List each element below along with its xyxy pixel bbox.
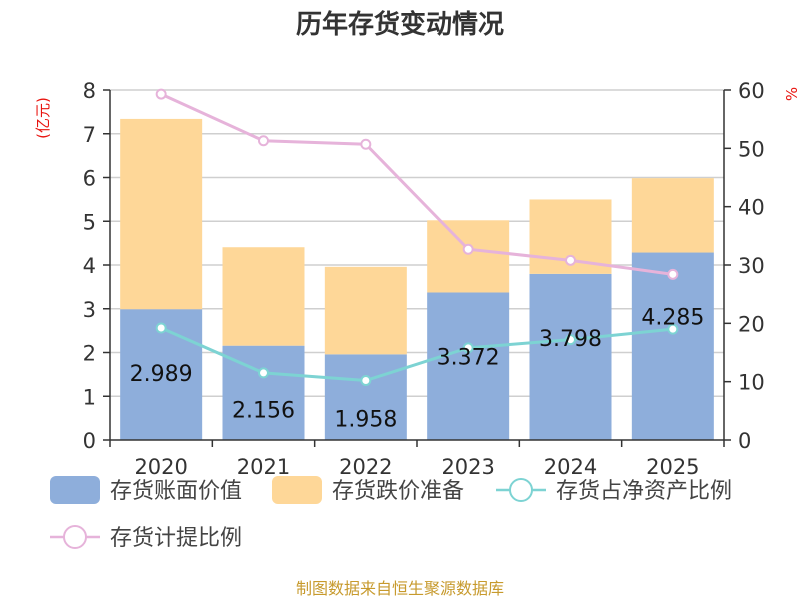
right-axis-unit: % — [783, 87, 800, 101]
legend-item[interactable]: 存货计提比例 — [50, 525, 242, 551]
left-axis-tick-label: 3 — [83, 298, 96, 322]
line-point[interactable] — [258, 367, 269, 379]
bar-value-label: 1.958 — [334, 407, 397, 432]
line-point[interactable] — [667, 323, 679, 335]
line-point[interactable] — [462, 243, 474, 255]
legend-label: 存货计提比例 — [110, 526, 242, 551]
x-axis-tick-label: 2022 — [339, 455, 392, 479]
legend-item[interactable]: 存货账面价值 — [50, 476, 242, 504]
bar-impairment[interactable] — [222, 247, 305, 346]
legend-swatch — [50, 476, 100, 504]
left-axis-tick-label: 4 — [83, 254, 96, 278]
bar-book-value[interactable] — [529, 273, 612, 440]
right-axis-tick-label: 30 — [738, 254, 765, 278]
line-inventory-net-assets-ratio — [160, 326, 673, 383]
bar-value-label: 4.285 — [641, 306, 704, 331]
series-lines — [155, 88, 679, 386]
bar-value-label: 3.372 — [437, 345, 500, 370]
x-axis-tick-label: 2024 — [544, 455, 597, 479]
right-axis-tick-label: 0 — [738, 429, 751, 453]
bar-book-value[interactable] — [324, 354, 407, 440]
left-axis-tick-label: 2 — [83, 342, 96, 366]
source-footer: 制图数据来自恒生聚源数据库 — [296, 579, 504, 598]
legend-item[interactable]: 存货跌价准备 — [272, 476, 464, 504]
bar-impairment[interactable] — [120, 118, 203, 310]
bar-value-label: 2.989 — [130, 362, 193, 387]
left-axis-tick-label: 7 — [83, 123, 96, 147]
x-axis-tick-label: 2023 — [441, 455, 494, 479]
line-point[interactable] — [155, 322, 167, 334]
legend-label: 存货占净资产比例 — [556, 479, 732, 504]
line-point[interactable] — [360, 375, 372, 386]
x-axis-tick-label: 2021 — [237, 455, 290, 479]
right-axis-tick-label: 10 — [738, 371, 765, 395]
legend-swatch — [272, 476, 322, 504]
line-point[interactable] — [155, 88, 167, 100]
left-axis-tick-label: 8 — [83, 79, 96, 103]
right-axis-tick-label: 20 — [738, 312, 765, 336]
line-provision-ratio — [160, 92, 674, 276]
left-axis-tick-label: 1 — [83, 385, 96, 409]
left-axis-unit: (亿元) — [34, 97, 52, 139]
line-point[interactable] — [565, 254, 576, 266]
left-axis-tick-label: 5 — [83, 210, 96, 234]
line-point[interactable] — [462, 342, 474, 354]
line-point[interactable] — [258, 135, 269, 147]
left-axis-tick-label: 6 — [83, 167, 96, 191]
data-labels: 2.989 2.156 1.958 3.372 3.798 4.285 — [130, 306, 705, 433]
bar-impairment[interactable] — [324, 266, 407, 355]
chart-title: 历年存货变动情况 — [296, 9, 504, 40]
line-point[interactable] — [565, 334, 576, 346]
bar-book-value[interactable] — [631, 252, 714, 440]
right-axis-tick-label: 50 — [738, 137, 765, 161]
right-axis-tick-label: 60 — [738, 79, 765, 103]
bar-value-label: 3.798 — [539, 327, 602, 352]
x-axis-tick-label: 2025 — [646, 455, 699, 479]
left-axis-tick-label: 0 — [83, 429, 96, 453]
line-point[interactable] — [360, 138, 372, 150]
bar-book-value[interactable] — [427, 292, 510, 440]
legend-item[interactable]: 存货占净资产比例 — [496, 478, 732, 504]
axes: 0 1 2 3 4 5 6 7 8 0 10 20 30 40 50 60 2020 2021 2022 2023 20… — [83, 79, 765, 479]
bar-value-label: 2.156 — [232, 399, 295, 424]
legend-marker — [509, 478, 533, 502]
bar-impairment[interactable] — [631, 178, 714, 253]
legend-label: 存货跌价准备 — [332, 479, 464, 504]
legend-label: 存货账面价值 — [110, 479, 242, 504]
bar-impairment[interactable] — [427, 220, 510, 293]
right-axis-tick-label: 40 — [738, 196, 765, 220]
line-point[interactable] — [667, 268, 679, 280]
bars — [120, 118, 714, 440]
grid-lines — [110, 89, 724, 397]
legend-marker — [63, 525, 87, 549]
x-axis-tick-label: 2020 — [134, 455, 187, 479]
